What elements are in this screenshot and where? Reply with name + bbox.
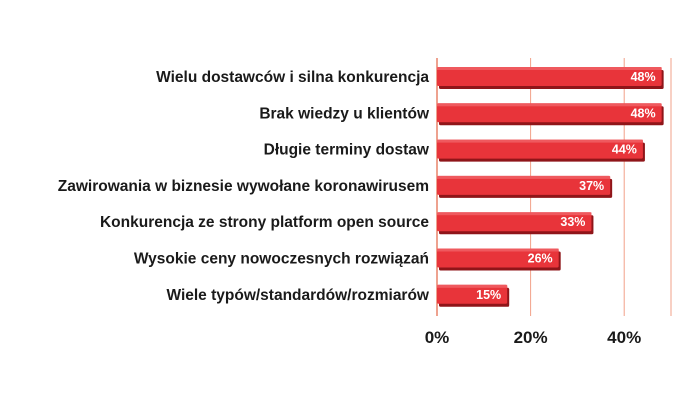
- bar-highlight: [437, 103, 662, 107]
- bar-highlight: [437, 139, 643, 143]
- bar-value-label: 48%: [631, 70, 656, 84]
- bar: [437, 248, 559, 268]
- category-label: Wielu dostawców i silna konkurencja: [156, 69, 429, 86]
- bar-value-label: 37%: [579, 179, 604, 193]
- x-tick-label: 0%: [425, 328, 450, 347]
- category-label: Konkurencja ze strony platform open sour…: [100, 214, 429, 231]
- category-label: Brak wiedzy u klientów: [259, 105, 430, 122]
- bar: [437, 284, 508, 304]
- x-tick-label: 20%: [514, 328, 548, 347]
- bar-highlight: [437, 212, 592, 216]
- category-label: Wysokie ceny nowoczesnych rozwiązań: [134, 251, 429, 268]
- category-label: Zawirowania w biznesie wywołane koronawi…: [58, 178, 429, 195]
- category-label-layer: Wielu dostawców i silna konkurencja Brak …: [58, 69, 430, 304]
- bar-value-label: 44%: [612, 143, 637, 157]
- bar-value-label: 26%: [528, 252, 553, 266]
- bar-value-label: 48%: [631, 106, 656, 120]
- bar-highlight: [437, 67, 662, 70]
- category-label: Długie terminy dostaw: [264, 142, 430, 159]
- bar: [437, 67, 662, 86]
- bar-value-label: 33%: [560, 215, 585, 229]
- x-tick-label: 40%: [607, 328, 641, 347]
- bar-highlight: [437, 284, 508, 288]
- bar-layer: 48% 48% 44% 37% 33% 26% 15%: [437, 67, 664, 307]
- bar-highlight: [437, 248, 559, 252]
- bar-value-label: 15%: [476, 288, 501, 302]
- tick-layer: 0% 20% 40%: [425, 328, 642, 347]
- bar: [437, 175, 611, 195]
- bar: [437, 212, 592, 232]
- category-label: Wiele typów/standardów/rozmiarów: [166, 287, 429, 304]
- bar: [437, 103, 662, 123]
- bar-highlight: [437, 175, 611, 179]
- bar: [437, 139, 643, 159]
